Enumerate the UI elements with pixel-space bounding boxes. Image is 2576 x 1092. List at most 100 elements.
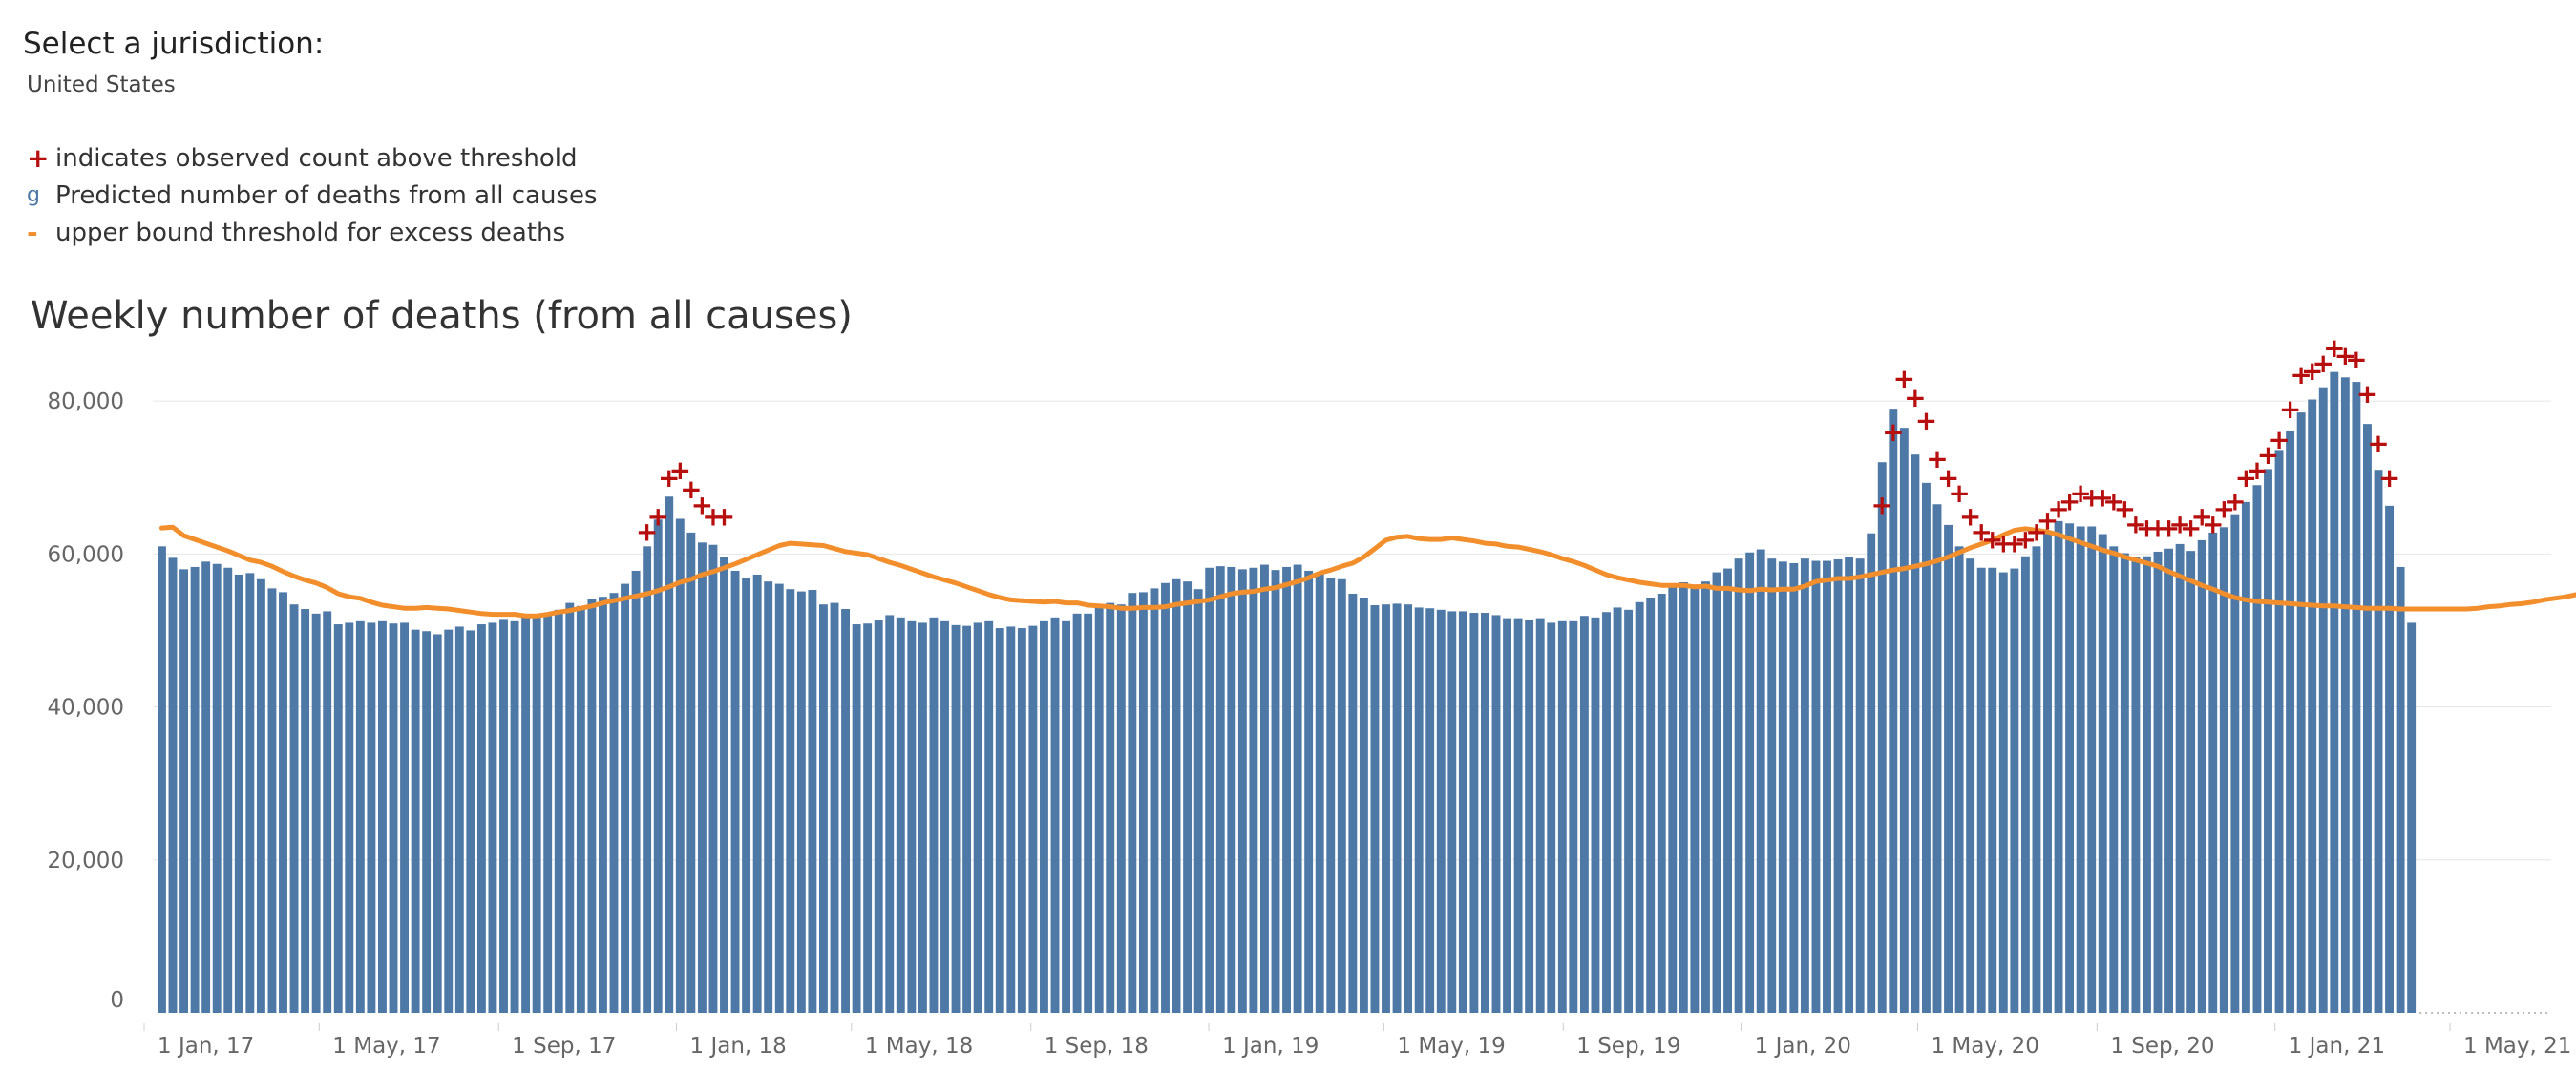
bar	[223, 567, 233, 1013]
bar	[488, 622, 497, 1013]
bar	[1249, 567, 1258, 1013]
bar	[179, 569, 188, 1013]
bar	[1183, 581, 1193, 1013]
chart-title: Weekly number of deaths (from all causes…	[31, 294, 853, 338]
legend-label: Predicted number of deaths from all caus…	[55, 180, 598, 210]
x-tick-label: 1 Sep, 18	[1045, 1034, 1149, 1059]
bar	[1425, 608, 1435, 1013]
bar	[1404, 604, 1413, 1013]
bar	[422, 631, 432, 1013]
above-threshold-marker: +	[2246, 454, 2268, 486]
above-threshold-marker: +	[2092, 481, 2114, 513]
bar	[1966, 558, 1975, 1013]
x-tick-label: 1 Sep, 20	[2110, 1034, 2214, 1059]
bar	[863, 623, 873, 1013]
bar	[1579, 616, 1589, 1013]
bar	[355, 620, 365, 1013]
bar	[973, 622, 982, 1013]
bar	[2230, 514, 2240, 1013]
bar	[1557, 620, 1567, 1013]
bar	[565, 602, 575, 1013]
bar	[2296, 412, 2306, 1013]
bar	[609, 593, 619, 1013]
above-threshold-marker: +	[2080, 481, 2102, 513]
bar	[1237, 569, 1247, 1013]
above-threshold-marker: +	[1915, 405, 1937, 436]
bar	[1513, 618, 1523, 1013]
bar	[1668, 587, 1678, 1013]
bar	[752, 574, 762, 1013]
legend-label: indicates observed count above threshold	[55, 143, 578, 173]
bar	[1128, 593, 1137, 1013]
bar	[2032, 546, 2041, 1013]
bar	[929, 617, 939, 1013]
y-tick-label: 60,000	[48, 542, 124, 567]
jurisdiction-label: Select a jurisdiction:	[23, 27, 325, 61]
bar	[852, 624, 861, 1013]
bar	[2396, 566, 2405, 1013]
bar	[2308, 399, 2317, 1013]
bar	[1094, 604, 1104, 1013]
bar	[521, 615, 531, 1013]
bar	[907, 620, 917, 1013]
above-threshold-marker: +	[1937, 462, 1959, 494]
bar	[2407, 622, 2417, 1013]
bar	[2330, 371, 2339, 1013]
bar	[1635, 601, 1644, 1013]
bar	[1370, 605, 1380, 1013]
bar	[1591, 617, 1600, 1013]
bar	[2197, 539, 2206, 1013]
bar	[1976, 567, 1986, 1013]
y-tick-label: 0	[110, 988, 124, 1013]
above-threshold-marker: +	[2102, 485, 2124, 516]
above-threshold-marker: +	[1970, 515, 1992, 547]
bar	[1193, 589, 1203, 1013]
bar	[1922, 482, 1931, 1014]
above-threshold-marker: +	[2367, 428, 2389, 459]
x-tick-label: 1 Jan, 21	[2289, 1034, 2385, 1059]
above-threshold-marker: +	[1981, 523, 2003, 555]
bar	[1954, 546, 1964, 1013]
bar	[1778, 561, 1787, 1013]
bar	[1745, 552, 1755, 1013]
x-tick-label: 1 Sep, 17	[512, 1034, 616, 1059]
bar	[1845, 556, 1854, 1013]
bar	[433, 634, 442, 1013]
bar	[874, 620, 883, 1013]
bar	[454, 626, 464, 1013]
bar	[1326, 578, 1336, 1013]
bar	[1734, 558, 1743, 1013]
bar	[1679, 581, 1688, 1013]
x-tick-label: 1 Jan, 17	[158, 1034, 254, 1059]
bar	[168, 557, 178, 1013]
bar	[1823, 560, 1831, 1013]
bar	[686, 532, 696, 1013]
above-threshold-marker: +	[1882, 416, 1904, 448]
bar	[1657, 593, 1666, 1013]
bar	[808, 589, 817, 1013]
bar	[631, 570, 641, 1013]
above-threshold-marker: +	[691, 489, 713, 520]
above-threshold-marker: +	[2334, 340, 2356, 371]
bar	[2153, 551, 2163, 1013]
above-threshold-marker: +	[2146, 512, 2168, 543]
bar	[1447, 611, 1457, 1013]
bar	[1040, 620, 1048, 1013]
bar	[764, 581, 773, 1013]
above-threshold-marker: +	[2279, 393, 2301, 425]
bar	[1392, 603, 1402, 1013]
bar	[576, 605, 585, 1013]
bar	[1215, 566, 1225, 1013]
bar	[378, 620, 387, 1013]
bar	[951, 624, 961, 1013]
bar	[2065, 523, 2075, 1013]
bar	[1944, 524, 1953, 1013]
jurisdiction-select[interactable]: United States	[27, 73, 176, 97]
above-threshold-marker: +	[1926, 443, 1948, 474]
above-threshold-marker: +	[669, 454, 691, 486]
bar	[1889, 409, 1898, 1014]
x-tick-label: 1 May, 18	[865, 1034, 973, 1059]
bar	[2241, 501, 2250, 1013]
bar	[476, 624, 486, 1013]
bar	[466, 630, 475, 1013]
